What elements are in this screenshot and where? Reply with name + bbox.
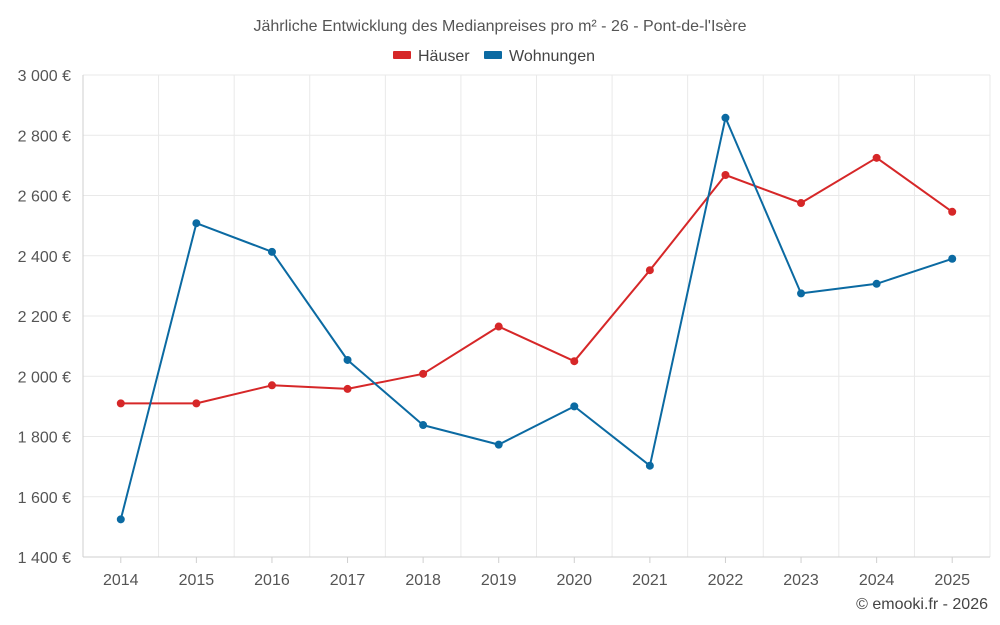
axis-layer <box>82 75 990 558</box>
x-tick-label: 2017 <box>330 572 366 589</box>
x-tick-label: 2024 <box>859 572 895 589</box>
credit-label: © emooki.fr - 2026 <box>856 596 988 613</box>
series-wohnungen <box>116 113 957 524</box>
legend-label-haeuser: Häuser <box>418 48 470 65</box>
data-point-wohnungen[interactable] <box>948 254 957 263</box>
data-point-haeuser[interactable] <box>494 322 503 331</box>
data-point-wohnungen[interactable] <box>645 461 654 470</box>
data-point-haeuser[interactable] <box>872 153 881 162</box>
legend-item-wohnungen[interactable]: Wohnungen <box>484 48 595 65</box>
data-point-wohnungen[interactable] <box>343 355 352 364</box>
y-tick-label: 2 200 € <box>18 309 71 326</box>
x-tick-label: 2025 <box>934 572 970 589</box>
x-tick-label: 2023 <box>783 572 819 589</box>
legend-swatch-wohnungen <box>484 51 502 59</box>
data-point-wohnungen[interactable] <box>570 402 579 411</box>
y-tick-label: 3 000 € <box>18 68 71 85</box>
legend-label-wohnungen: Wohnungen <box>509 48 595 65</box>
grid-layer <box>82 74 991 558</box>
x-tick-label: 2016 <box>254 572 290 589</box>
x-tick-label: 2014 <box>103 572 139 589</box>
data-point-haeuser[interactable] <box>645 266 654 275</box>
series-layer <box>116 113 957 524</box>
data-point-wohnungen[interactable] <box>267 247 276 256</box>
data-point-haeuser[interactable] <box>570 357 579 366</box>
y-tick-label: 2 000 € <box>18 369 71 386</box>
data-point-wohnungen[interactable] <box>721 113 730 122</box>
data-point-wohnungen[interactable] <box>494 440 503 449</box>
y-tick-label: 2 800 € <box>18 128 71 145</box>
series-haeuser <box>116 153 957 408</box>
data-point-haeuser[interactable] <box>721 171 730 180</box>
data-point-wohnungen[interactable] <box>797 289 806 298</box>
x-tick-label: 2015 <box>179 572 215 589</box>
y-tick-label: 2 600 € <box>18 189 71 206</box>
data-point-haeuser[interactable] <box>116 399 125 408</box>
data-point-wohnungen[interactable] <box>192 219 201 228</box>
x-tick-label: 2020 <box>556 572 592 589</box>
data-point-haeuser[interactable] <box>797 199 806 208</box>
data-point-haeuser[interactable] <box>343 384 352 393</box>
y-tick-label: 1 600 € <box>18 490 71 507</box>
y-axis-ticks: 1 400 € 1 600 € 1 800 € 2 000 € 2 200 € 2 400… <box>18 68 71 567</box>
x-tick-label: 2021 <box>632 572 668 589</box>
data-point-wohnungen[interactable] <box>116 515 125 524</box>
x-axis-ticks: 2014 2015 2016 2017 2018 2019 2020 2021 2022 2023… <box>103 557 970 589</box>
data-point-wohnungen[interactable] <box>872 279 881 288</box>
data-point-wohnungen[interactable] <box>419 421 428 430</box>
data-point-haeuser[interactable] <box>267 381 276 390</box>
legend: Häuser Wohnungen <box>393 48 595 65</box>
legend-swatch-haeuser <box>393 51 411 59</box>
series-line-haeuser <box>119 156 954 405</box>
chart-title: Jährliche Entwicklung des Medianpreises … <box>253 18 746 35</box>
x-tick-label: 2018 <box>405 572 441 589</box>
y-tick-label: 2 400 € <box>18 249 71 266</box>
y-tick-label: 1 400 € <box>18 550 71 567</box>
data-point-haeuser[interactable] <box>192 399 201 408</box>
y-tick-label: 1 800 € <box>18 430 71 447</box>
data-point-haeuser[interactable] <box>948 207 957 216</box>
data-point-haeuser[interactable] <box>419 369 428 378</box>
x-tick-label: 2019 <box>481 572 517 589</box>
x-tick-label: 2022 <box>708 572 744 589</box>
series-line-wohnungen <box>119 116 954 521</box>
legend-item-haeuser[interactable]: Häuser <box>393 48 470 65</box>
